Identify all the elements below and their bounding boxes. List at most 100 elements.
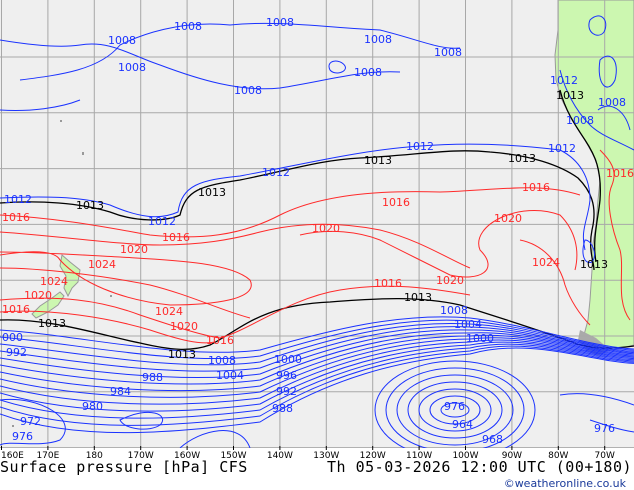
isobar-label: 976 bbox=[594, 422, 615, 435]
isobar-label: 1000 bbox=[274, 353, 302, 366]
isobar-labels-black: 1013 1013 1013 1013 1013 1013 1013 1013 … bbox=[38, 89, 608, 361]
isobar-label: 1020 bbox=[494, 212, 522, 225]
isobar-label-1013: 1013 bbox=[168, 348, 196, 361]
longitude-axis: 160E 170E 180 170W 160W 150W 140W 130W 120W 110W 1… bbox=[1, 446, 615, 460]
isobar-line bbox=[589, 419, 634, 433]
isobar-label: 1008 bbox=[108, 34, 136, 47]
isobar-line bbox=[0, 334, 634, 392]
isobar-label: 1020 bbox=[170, 320, 198, 333]
isobar-label: 972 bbox=[20, 415, 41, 428]
isobar-label: 1016 bbox=[2, 211, 30, 224]
longitude-tick-label: 130W bbox=[313, 451, 339, 460]
isobar-label-1013: 1013 bbox=[38, 317, 66, 330]
pressure-map: 1008 1008 1008 1008 1008 1008 1008 1008 … bbox=[0, 0, 634, 448]
isobar-label: 1016 bbox=[162, 231, 190, 244]
isobar-label: 1008 bbox=[354, 66, 382, 79]
longitude-tick-label: 110W bbox=[406, 451, 432, 460]
longitude-tick-label: 170W bbox=[128, 451, 154, 460]
isobars-low-north bbox=[0, 15, 634, 264]
low-pressure-ring bbox=[440, 402, 470, 418]
isobar-line bbox=[179, 430, 251, 448]
isobar-label-1013: 1013 bbox=[76, 199, 104, 212]
isobar-line bbox=[0, 326, 634, 372]
isobar-label: 992 bbox=[6, 346, 27, 359]
isobar-line bbox=[0, 332, 634, 385]
isobar-label: 1016 bbox=[522, 181, 550, 194]
low-pressure-ring bbox=[396, 374, 514, 446]
isobar-label: 976 bbox=[12, 430, 33, 443]
isobar-label: 1008 bbox=[434, 46, 462, 59]
isobar-label: 984 bbox=[110, 385, 131, 398]
longitude-tick-label: 100W bbox=[452, 451, 478, 460]
longitude-tick-label: 170E bbox=[36, 451, 59, 460]
isobars-high bbox=[0, 149, 631, 344]
isobar-line bbox=[0, 398, 66, 446]
longitude-tick-label: 90W bbox=[502, 451, 522, 460]
isobar-labels-blue: 1008 1008 1008 1008 1008 1008 1008 1008 … bbox=[2, 16, 626, 446]
isobar-label: 1000 bbox=[466, 332, 494, 345]
isobar-label: 1024 bbox=[532, 256, 560, 269]
low-pressure-ring bbox=[385, 367, 525, 448]
isobar-label: 996 bbox=[276, 369, 297, 382]
credit-link[interactable]: ©weatheronline.co.uk bbox=[503, 477, 626, 490]
isobar-label: 1008 bbox=[364, 33, 392, 46]
isobar-line bbox=[0, 316, 634, 353]
isobar-line bbox=[0, 322, 634, 366]
longitude-tick-label: 80W bbox=[548, 451, 568, 460]
isobar-line bbox=[0, 319, 634, 360]
isobar-label-1013: 1013 bbox=[364, 154, 392, 167]
isobars-low-south bbox=[0, 316, 634, 448]
isobar-label: 000 bbox=[2, 331, 23, 344]
isobar-label: 968 bbox=[482, 433, 503, 446]
isobar-label: 1012 bbox=[148, 215, 176, 228]
isobar-label: 988 bbox=[142, 371, 163, 384]
islands bbox=[12, 120, 112, 427]
longitude-tick-label: 140W bbox=[267, 451, 293, 460]
isobar-label: 976 bbox=[444, 400, 465, 413]
isobar-line bbox=[559, 393, 634, 406]
isobar-line bbox=[0, 337, 634, 398]
low-pressure-ring bbox=[429, 395, 481, 425]
isobar-label: 1008 bbox=[266, 16, 294, 29]
isobar-line bbox=[0, 347, 634, 434]
isobar-line bbox=[0, 343, 634, 419]
isobar-label: 1008 bbox=[234, 84, 262, 97]
isobar-label: 1008 bbox=[174, 20, 202, 33]
isobar-label: 1024 bbox=[40, 275, 68, 288]
isobar-label: 1016 bbox=[206, 334, 234, 347]
isobar-label-1013: 1013 bbox=[580, 258, 608, 271]
isobar-label-1013: 1013 bbox=[556, 89, 584, 102]
map-title: Surface pressure [hPa] CFS bbox=[0, 458, 248, 476]
isobar-line bbox=[0, 329, 634, 379]
isobar-labels-red: 1016 1016 1020 1024 1016 1016 1016 1020 … bbox=[2, 167, 634, 347]
isobar-label-1013: 1013 bbox=[198, 186, 226, 199]
isobar-label: 1016 bbox=[382, 196, 410, 209]
isobar-label: 1008 bbox=[598, 96, 626, 109]
longitude-tick-label: 180 bbox=[86, 451, 103, 460]
isobar-label-1013: 1013 bbox=[404, 291, 432, 304]
isobar-label: 988 bbox=[272, 402, 293, 415]
isobar-line bbox=[0, 345, 634, 426]
isobar-label: 1008 bbox=[208, 354, 236, 367]
isobar-line bbox=[0, 341, 634, 412]
low-pressure-ring bbox=[374, 360, 536, 448]
low-pressure-ring bbox=[418, 388, 492, 432]
isobar-label: 1004 bbox=[454, 318, 482, 331]
isobar-line bbox=[0, 339, 634, 405]
longitude-tick-label: 120W bbox=[360, 451, 386, 460]
longitude-tick-label: 150W bbox=[220, 451, 246, 460]
longitude-tick-label: 70W bbox=[595, 451, 615, 460]
isobar-label: 1008 bbox=[566, 114, 594, 127]
isobar-label: 980 bbox=[82, 400, 103, 413]
isobar-label: 1020 bbox=[24, 289, 52, 302]
isobar-label: 992 bbox=[276, 385, 297, 398]
isobar-label: 964 bbox=[452, 418, 473, 431]
isobar-label: 1020 bbox=[120, 243, 148, 256]
isobar-label: 1004 bbox=[216, 369, 244, 382]
isobar-label: 1012 bbox=[548, 142, 576, 155]
isobar-label: 1012 bbox=[550, 74, 578, 87]
isobar-label: 1016 bbox=[2, 303, 30, 316]
isobar-label: 1024 bbox=[155, 305, 183, 318]
isobar-label: 1012 bbox=[4, 193, 32, 206]
longitude-tick-label: 160E bbox=[1, 451, 24, 460]
